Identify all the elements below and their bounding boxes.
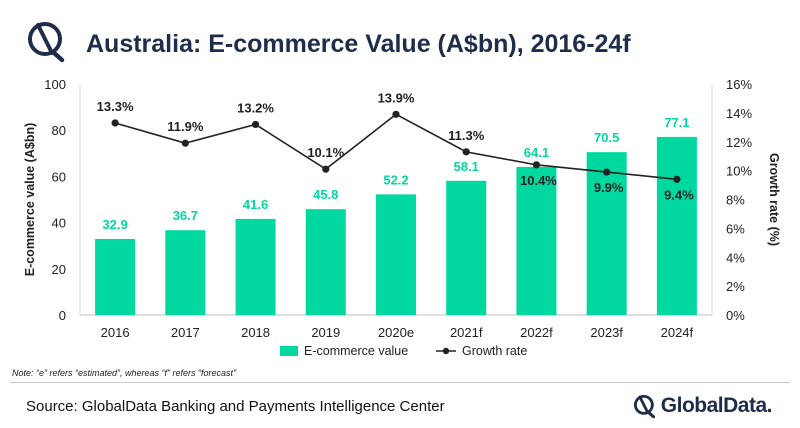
growth-rate-point (181, 139, 189, 147)
y-tick-label-right: 0% (726, 308, 745, 323)
bar-value-label: 58.1 (454, 159, 479, 174)
x-tick-label: 2024f (661, 325, 694, 340)
growth-rate-label: 13.9% (378, 90, 415, 105)
x-tick-label: 2018 (241, 325, 270, 340)
x-tick-label: 2019 (311, 325, 340, 340)
bar-value-label: 52.2 (383, 172, 408, 187)
y-tick-label-left: 100 (44, 77, 66, 92)
y-tick-label-left: 60 (52, 169, 66, 184)
bar (235, 218, 276, 315)
growth-rate-point (462, 148, 470, 156)
x-tick-label: 2016 (101, 325, 130, 340)
growth-rate-label: 13.2% (237, 100, 274, 115)
bar (305, 209, 346, 315)
source-text: Source: GlobalData Banking and Payments … (26, 398, 445, 415)
legend-label-bar: E-commerce value (304, 344, 408, 358)
bar (95, 239, 136, 315)
growth-rate-label: 10.4% (520, 173, 557, 188)
bar-value-label: 41.6 (243, 197, 268, 212)
x-tick-label: 2023f (590, 325, 623, 340)
bar (656, 136, 697, 315)
y-axis-title-left: E-commerce value (A$bn) (23, 123, 37, 277)
y-tick-label-right: 6% (726, 221, 745, 236)
growth-rate-point (532, 161, 541, 169)
growth-rate-label: 9.4% (664, 187, 694, 202)
growth-rate-point (111, 119, 119, 127)
y-tick-label-left: 40 (52, 216, 66, 231)
legend-label-line: Growth rate (462, 344, 527, 358)
growth-rate-point (603, 168, 611, 176)
bar-value-label: 77.1 (664, 115, 689, 130)
footer-divider (10, 382, 790, 383)
growth-rate-point (673, 175, 681, 183)
chart-note: Note: “e” refers “estimated”, whereas “f… (12, 368, 237, 378)
y-tick-label-right: 2% (726, 279, 745, 294)
growth-rate-point (392, 110, 400, 118)
combo-chart: 0 20 40 60 80 100 0% 2% 4% 6% 8% 10% 12% 14% 16% E-comm… (23, 77, 781, 358)
bar (376, 194, 416, 315)
x-tick-label: 2022f (520, 325, 553, 340)
y-tick-label-left: 20 (52, 262, 66, 277)
bar (446, 180, 487, 315)
y-axis-title-right: Growth rate (%) (767, 153, 781, 246)
legend-swatch-point (442, 347, 450, 355)
bar-value-label: 32.9 (102, 217, 127, 232)
bar-value-label: 36.7 (173, 208, 198, 223)
growth-rate-label: 9.9% (594, 180, 624, 195)
brand: GlobalData. (633, 393, 773, 419)
chart-title: Australia: E-commerce Value (A$bn), 2016… (86, 30, 631, 58)
globaldata-brand-icon (633, 394, 655, 419)
bar (516, 166, 557, 315)
brand-name: GlobalData. (660, 394, 773, 417)
x-tick-label: 2017 (171, 325, 200, 340)
y-tick-label-left: 0 (59, 308, 66, 323)
growth-rate-label: 10.1% (307, 145, 344, 160)
bar-value-label: 70.5 (594, 130, 619, 145)
growth-rate-label: 13.3% (97, 99, 134, 114)
bar-value-label: 64.1 (524, 145, 549, 160)
y-tick-label-right: 14% (726, 106, 752, 121)
globaldata-logo-icon (28, 22, 65, 63)
bar (586, 152, 627, 315)
y-tick-label-right: 10% (726, 164, 752, 179)
y-tick-label-right: 16% (726, 77, 752, 92)
bar-value-label: 45.8 (313, 187, 338, 202)
bar (165, 230, 206, 315)
x-tick-label: 2020e (378, 325, 414, 340)
y-tick-label-right: 4% (726, 250, 745, 265)
growth-rate-point (251, 120, 260, 129)
growth-rate-label: 11.9% (167, 119, 204, 134)
y-tick-label-left: 80 (52, 123, 66, 138)
y-tick-label-right: 8% (726, 193, 745, 208)
y-tick-label-right: 12% (726, 135, 752, 150)
growth-rate-point (322, 165, 330, 173)
x-tick-label: 2021f (450, 325, 483, 340)
growth-rate-label: 11.3% (448, 128, 485, 143)
legend-swatch-bar (280, 346, 298, 356)
